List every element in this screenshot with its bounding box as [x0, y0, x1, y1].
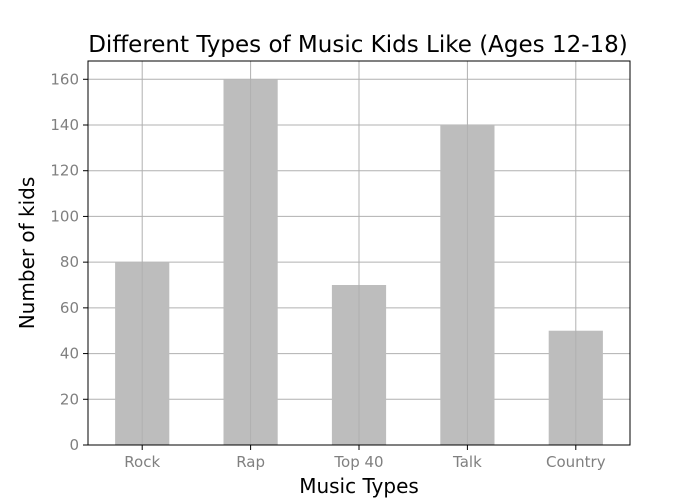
x-tick-label: Rap [236, 453, 265, 471]
y-tick-label: 20 [60, 390, 79, 408]
y-tick-label: 60 [60, 299, 79, 317]
y-tick-label: 140 [50, 116, 79, 134]
x-tick-label: Country [546, 453, 606, 471]
y-tick-label: 80 [60, 253, 79, 271]
x-tick-label: Talk [452, 453, 482, 471]
x-tick-label: Rock [124, 453, 160, 471]
y-axis-ticks: 0 20 40 60 80 100 120 140 160 [50, 70, 88, 454]
x-axis-ticks: Rock Rap Top 40 Talk Country [124, 445, 606, 471]
chart-title: Different Types of Music Kids Like (Ages… [88, 32, 628, 58]
y-tick-label: 40 [60, 345, 79, 363]
y-tick-label: 120 [50, 162, 79, 180]
y-axis-label: Number of kids [15, 177, 39, 330]
y-tick-label: 0 [69, 436, 79, 454]
y-tick-label: 100 [50, 207, 79, 225]
vertical-grid-layer [141, 61, 577, 445]
x-axis-label: Music Types [299, 474, 419, 498]
y-tick-label: 160 [50, 70, 79, 88]
x-tick-label: Top 40 [333, 453, 383, 471]
